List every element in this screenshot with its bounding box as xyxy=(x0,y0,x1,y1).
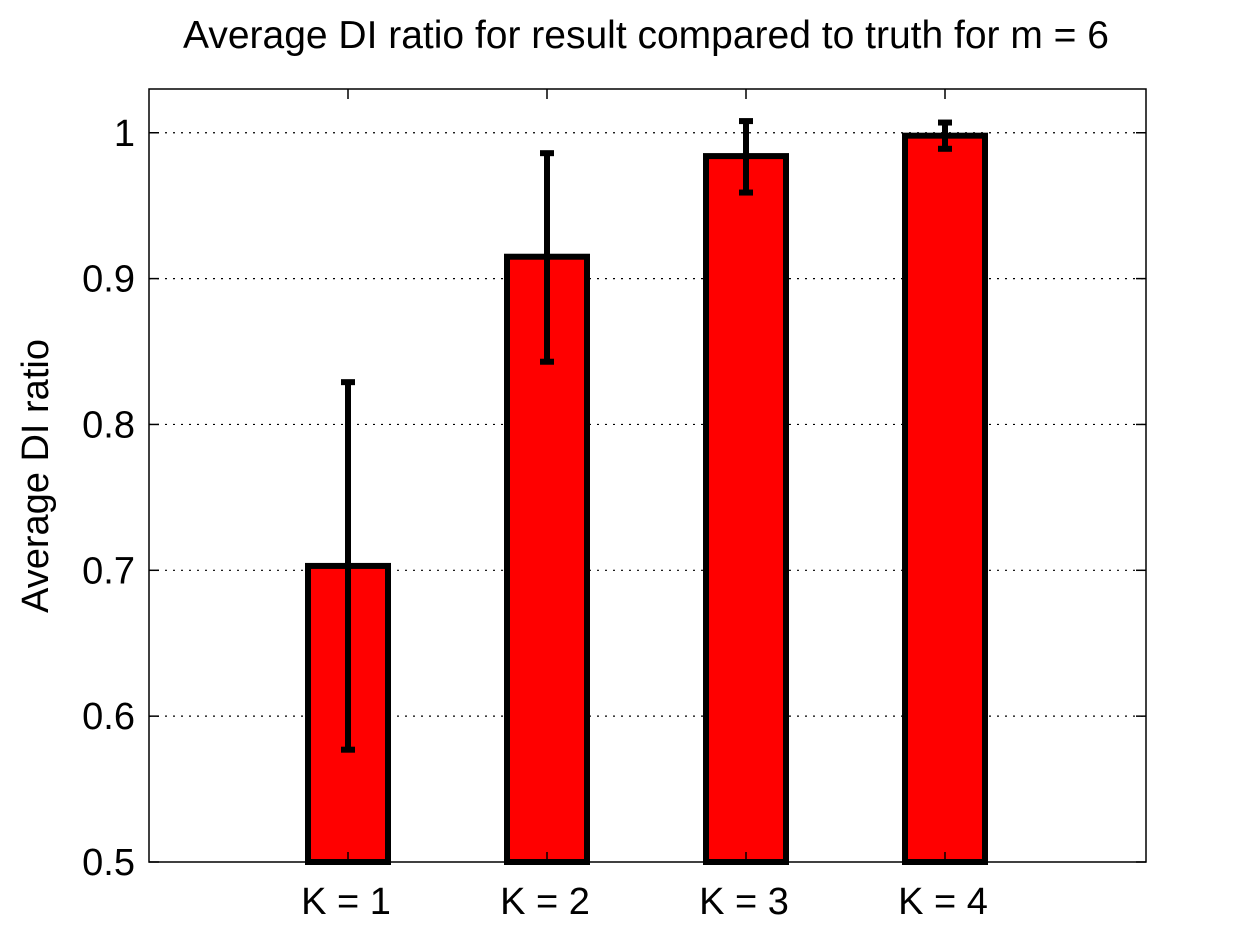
y-tick-label: 0.8 xyxy=(82,404,135,446)
x-tick-labels: K = 1 K = 2 K = 3 K = 4 xyxy=(301,881,988,923)
bars xyxy=(305,132,988,865)
x-tick-label: K = 3 xyxy=(699,881,789,923)
axes xyxy=(148,88,1147,863)
x-tick-label: K = 1 xyxy=(301,881,391,923)
y-tick-label: 0.6 xyxy=(82,696,135,738)
x-tick-label: K = 4 xyxy=(898,881,988,923)
y-tick-label: 1 xyxy=(114,113,135,155)
y-tick-label: 0.7 xyxy=(82,550,135,592)
y-tick-label: 0.9 xyxy=(82,259,135,301)
plot-frame xyxy=(148,88,1147,863)
y-tick-labels: 0.5 0.6 0.7 0.8 0.9 1 xyxy=(82,113,135,884)
error-bars xyxy=(341,118,952,753)
bar xyxy=(902,132,988,865)
grid-lines xyxy=(149,132,1146,717)
chart-title: Average DI ratio for result compared to … xyxy=(183,14,1109,57)
y-tick-label: 0.5 xyxy=(82,842,135,884)
y-axis-label: Average DI ratio xyxy=(15,339,57,613)
bar xyxy=(703,153,789,865)
x-tick-label: K = 2 xyxy=(500,881,590,923)
